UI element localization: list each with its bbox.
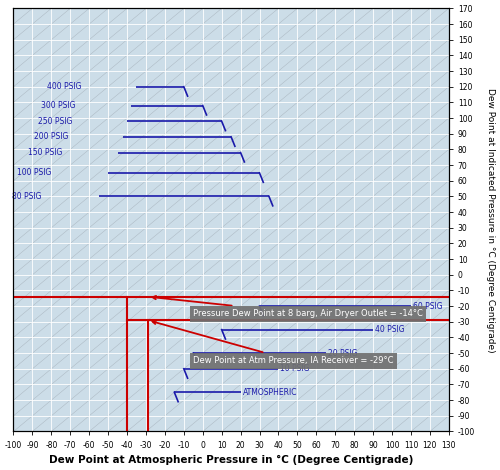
Text: 40 PSIG: 40 PSIG <box>375 325 404 334</box>
Text: 150 PSIG: 150 PSIG <box>28 148 62 157</box>
Text: 10 PSIG: 10 PSIG <box>280 364 310 373</box>
Text: 200 PSIG: 200 PSIG <box>34 133 68 141</box>
X-axis label: Dew Point at Atmospheric Pressure in °C (Degree Centigrade): Dew Point at Atmospheric Pressure in °C … <box>49 455 414 465</box>
Y-axis label: Dew Point at Indicated Pressure in °C (Degree Centigrade): Dew Point at Indicated Pressure in °C (D… <box>486 87 495 352</box>
Text: 100 PSIG: 100 PSIG <box>17 168 51 177</box>
Text: 20 PSIG: 20 PSIG <box>328 349 357 358</box>
Text: Dew Point at Atm Pressure, IA Receiver = -29°C: Dew Point at Atm Pressure, IA Receiver =… <box>152 321 394 365</box>
Text: 80 PSIG: 80 PSIG <box>12 192 42 201</box>
Text: 300 PSIG: 300 PSIG <box>42 101 76 110</box>
Text: Pressure Dew Point at 8 barg, Air Dryer Outlet = -14°C: Pressure Dew Point at 8 barg, Air Dryer … <box>152 296 423 318</box>
Text: 60 PSIG: 60 PSIG <box>413 302 442 311</box>
Text: 400 PSIG: 400 PSIG <box>47 82 82 91</box>
Text: 250 PSIG: 250 PSIG <box>38 117 72 125</box>
Text: ATMOSPHERIC: ATMOSPHERIC <box>242 388 297 397</box>
